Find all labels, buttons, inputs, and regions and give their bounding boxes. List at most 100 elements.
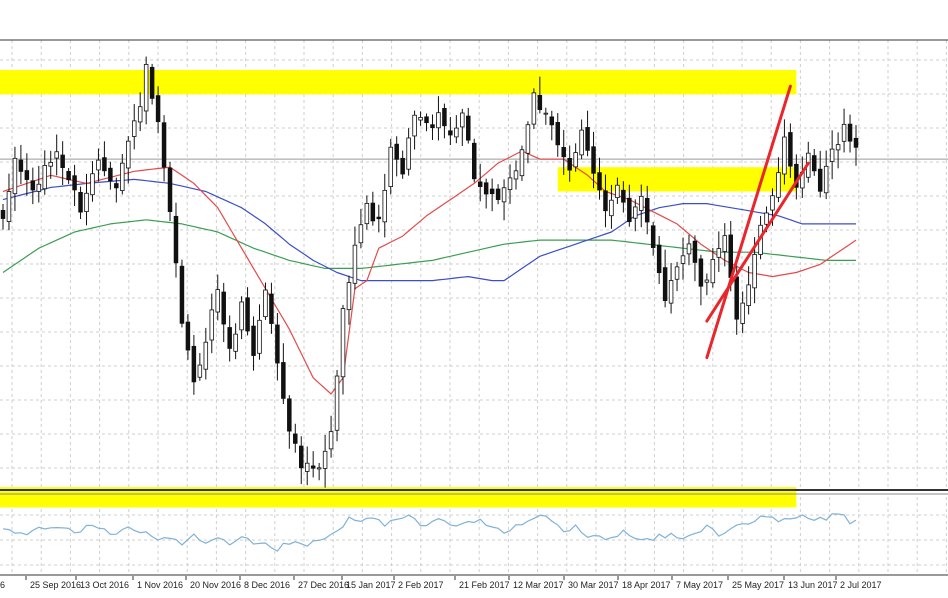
x-tick-label: 21 Feb 2017 xyxy=(459,580,510,590)
candle xyxy=(203,327,209,380)
x-tick-label: 7 May 2017 xyxy=(676,580,723,590)
candle xyxy=(794,154,799,200)
candle xyxy=(310,451,316,478)
candle xyxy=(650,221,656,256)
candlesticks xyxy=(0,56,859,488)
candle-body xyxy=(448,130,453,136)
candle xyxy=(603,174,608,228)
candle-body xyxy=(525,124,531,154)
candle xyxy=(221,282,226,343)
candle-body xyxy=(412,114,417,137)
candle xyxy=(436,96,441,141)
candle xyxy=(680,237,686,280)
candle xyxy=(507,164,513,204)
candle-body xyxy=(102,157,107,172)
candle-body xyxy=(78,192,83,213)
candle-body xyxy=(24,170,30,180)
candle xyxy=(400,150,405,179)
candle xyxy=(668,262,674,314)
candle xyxy=(78,186,83,220)
candle-body xyxy=(281,362,286,399)
candle-body xyxy=(674,266,680,280)
candle xyxy=(185,314,191,360)
candle-body xyxy=(835,144,841,151)
candle xyxy=(245,287,250,336)
candle xyxy=(233,323,238,360)
candle-body xyxy=(847,123,853,142)
candle-body xyxy=(752,254,757,289)
candle-body xyxy=(84,192,89,213)
candle-body xyxy=(710,259,716,284)
candle-body xyxy=(823,165,829,194)
candle xyxy=(364,195,370,230)
candle-body xyxy=(388,146,393,187)
x-tick-label: 8 Dec 2016 xyxy=(244,580,290,590)
candle-body xyxy=(466,115,471,141)
candle-body xyxy=(764,212,769,225)
candle xyxy=(239,296,244,340)
candle-body xyxy=(770,195,775,211)
candle-body xyxy=(120,162,125,191)
candle xyxy=(561,129,566,175)
x-tick-label: 25 May 2017 xyxy=(732,580,784,590)
candle xyxy=(96,148,101,182)
candle xyxy=(788,123,793,178)
candle-body xyxy=(573,152,578,168)
candle-body xyxy=(424,116,429,124)
candle-body xyxy=(48,162,53,167)
candle xyxy=(537,76,543,114)
candle xyxy=(227,315,232,362)
candle-body xyxy=(627,197,632,223)
candle xyxy=(18,144,24,185)
candle-body xyxy=(609,199,614,217)
candle xyxy=(483,178,489,209)
candle-body xyxy=(96,159,101,171)
candle-body xyxy=(579,129,584,156)
candle-body xyxy=(203,341,209,370)
candle xyxy=(382,173,388,238)
x-tick-label: 15 Jan 2017 xyxy=(346,580,396,590)
candle-body xyxy=(161,122,167,168)
candle xyxy=(686,234,692,266)
grid xyxy=(0,40,948,573)
candle-body xyxy=(370,202,376,222)
candle-body xyxy=(853,137,859,148)
candle-body xyxy=(788,132,793,167)
candle-body xyxy=(555,122,560,146)
candle-body xyxy=(811,155,817,172)
candle-body xyxy=(794,163,799,188)
candle xyxy=(137,92,143,132)
candle xyxy=(501,179,507,221)
candle-body xyxy=(30,180,36,191)
candle-body xyxy=(143,64,149,112)
candle xyxy=(609,184,614,229)
candle-body xyxy=(245,297,250,332)
candle-body xyxy=(400,157,405,175)
candle xyxy=(251,316,256,371)
candle-body xyxy=(561,146,566,158)
candle-body xyxy=(495,188,501,200)
x-tick-label: 1 Nov 2016 xyxy=(137,580,183,590)
candle-body xyxy=(328,431,334,450)
candle xyxy=(120,153,125,195)
candle-body xyxy=(72,175,77,191)
candle xyxy=(698,254,704,306)
candle-body xyxy=(829,148,835,162)
candle xyxy=(519,145,525,181)
candle-body xyxy=(454,127,459,138)
candle xyxy=(376,204,382,233)
candle-body xyxy=(36,183,42,192)
candle xyxy=(143,56,149,125)
candle xyxy=(615,177,620,205)
candle-body xyxy=(293,433,298,444)
candle xyxy=(591,131,596,189)
candle-body xyxy=(316,467,322,470)
candle xyxy=(84,173,89,226)
x-tick-label: 20 Nov 2016 xyxy=(190,580,241,590)
candle-body xyxy=(215,289,220,313)
candle-body xyxy=(746,284,751,307)
candle xyxy=(776,157,781,203)
candle-body xyxy=(6,191,12,222)
candle xyxy=(740,291,745,334)
